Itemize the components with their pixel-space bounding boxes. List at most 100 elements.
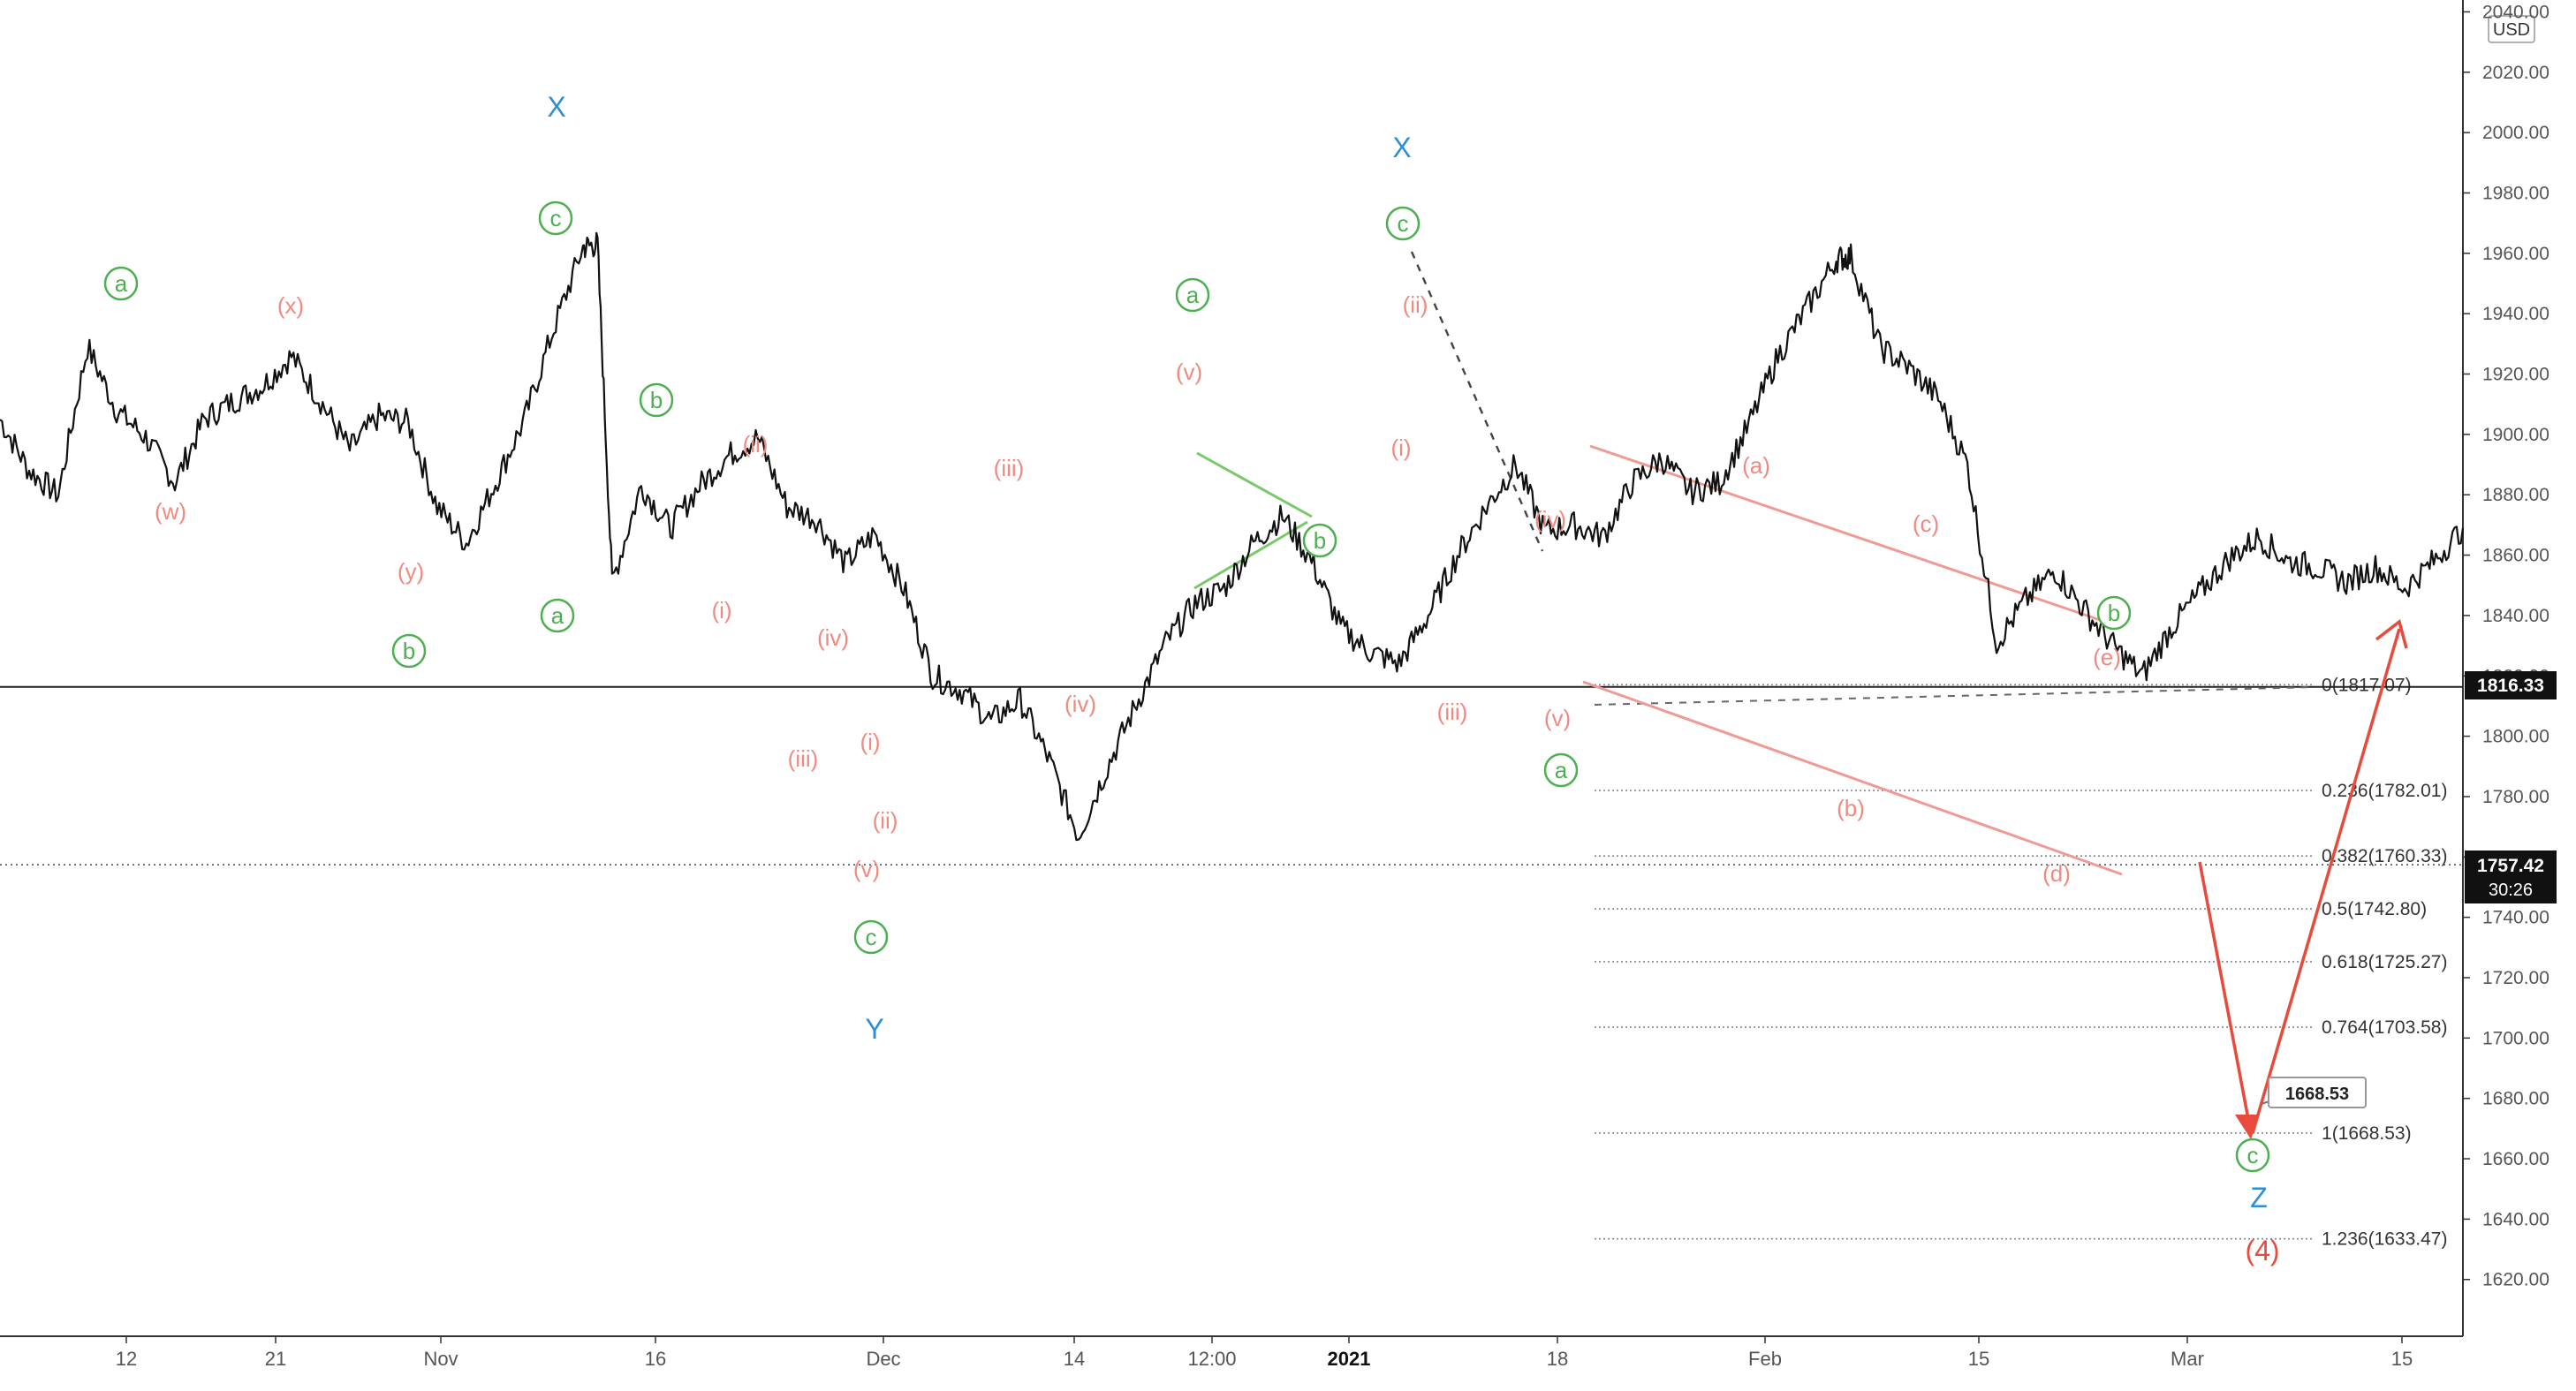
- wave-label-salmon: (i): [711, 597, 731, 624]
- wave-label-salmon: (iii): [994, 455, 1025, 481]
- wave-label-salmon: (v): [853, 856, 880, 882]
- triangle-upper-line: [1196, 451, 1313, 518]
- projection-arrows[interactable]: [2198, 619, 2408, 1139]
- wave-label-circled: a: [1175, 277, 1210, 313]
- triangle-lower-line: [1193, 520, 1308, 590]
- fib-retracement-levels[interactable]: 0(1817.07) 0.236(1782.01) 0.382(1760.33) 0.…: [1595, 675, 2447, 1250]
- arrowhead-up-icon: [2375, 619, 2408, 649]
- wave-label-circled: a: [1543, 752, 1579, 788]
- wave-label-letter: c: [550, 205, 562, 231]
- currency-label: USD: [2493, 20, 2530, 40]
- projection-down-arrow: [2198, 861, 2253, 1134]
- y-tick-label: 1960.00: [2482, 244, 2549, 264]
- dashed-base-line: [1594, 686, 2315, 706]
- price-series: [0, 231, 2465, 842]
- price-badges: 1816.33 1757.42 30:26: [2465, 671, 2557, 903]
- y-tick-label: 1840.00: [2482, 606, 2549, 626]
- wave-label-salmon: (a): [1742, 452, 1770, 479]
- y-tick-label: 1860.00: [2482, 546, 2549, 566]
- fib-level-label: 0(1817.07): [2322, 675, 2412, 695]
- y-tick-label: 1720.00: [2482, 968, 2549, 988]
- y-tick-label: 1920.00: [2482, 365, 2549, 385]
- x-tick-label: 14: [1064, 1348, 1085, 1370]
- x-tick-label: Dec: [866, 1348, 900, 1370]
- wave-label-circled: a: [540, 598, 575, 633]
- wave-label-salmon: (b): [1837, 795, 1865, 821]
- wave-label-salmon: (w): [155, 498, 186, 525]
- wave-label-letter: c: [2247, 1142, 2259, 1168]
- x-tick-label: 18: [1547, 1348, 1568, 1370]
- current-price-badge: [2465, 850, 2557, 903]
- y-tick-label: 1980.00: [2482, 183, 2549, 203]
- wave-label-salmon: (x): [277, 292, 304, 319]
- trendlines[interactable]: [1193, 251, 2315, 876]
- wave-label-salmon: (i): [860, 729, 880, 755]
- wave-label-salmon: (ii): [743, 431, 769, 457]
- target-callout[interactable]: 1668.53: [2261, 1077, 2367, 1108]
- y-tick-label: 2040.00: [2482, 2, 2549, 22]
- y-tick-label: 1620.00: [2482, 1270, 2549, 1290]
- y-tick-label: 1680.00: [2482, 1089, 2549, 1109]
- x-tick-label: Nov: [423, 1348, 458, 1370]
- fib-level-label: 0.5(1742.80): [2322, 899, 2427, 919]
- y-tick-label: 1780.00: [2482, 787, 2549, 807]
- wave-label-blue: X: [1392, 132, 1411, 163]
- wave-label-letter: a: [1186, 282, 1200, 308]
- channel-upper-line: [1589, 444, 2103, 623]
- x-tick-label: 15: [1968, 1348, 1989, 1370]
- wave-label-circled: b: [391, 633, 427, 669]
- wave-label-circled: b: [1302, 523, 1337, 558]
- wave-label-blue: X: [547, 91, 565, 123]
- y-tick-label: 1880.00: [2482, 485, 2549, 505]
- plot-frame: [0, 0, 2464, 1337]
- wave-label-letter: a: [551, 602, 564, 629]
- wave-label-letter: b: [403, 638, 415, 664]
- wave-label-circled: c: [538, 200, 573, 236]
- wave-label-letter: a: [1555, 757, 1568, 783]
- wave-label-salmon: (iv): [817, 624, 849, 651]
- wave-label-letter: b: [650, 387, 663, 413]
- x-tick-label: 2021: [1328, 1348, 1371, 1370]
- wave-label-salmon: (v): [1176, 359, 1202, 385]
- wave-labels[interactable]: X X Y Za b c a b c a b c a b c (w) (x) (y) (i) (ii) (iii) (iv…: [103, 91, 2280, 1266]
- y-tick-label: 2020.00: [2482, 63, 2549, 83]
- wave-label-circled: a: [103, 266, 139, 301]
- wave-label-circled: b: [639, 382, 674, 418]
- wave-label-salmon: (d): [2042, 860, 2071, 887]
- y-tick-label: 1940.00: [2482, 304, 2549, 324]
- hline-price-label: 1816.33: [2477, 676, 2544, 696]
- wave-label-salmon: (c): [1913, 510, 1939, 537]
- y-tick-label: 1800.00: [2482, 727, 2549, 747]
- y-tick-label: 1700.00: [2482, 1028, 2549, 1048]
- wave-label-blue: Y: [865, 1013, 883, 1045]
- projection-up-arrow: [2251, 628, 2401, 1134]
- wave-label-circled: c: [1385, 206, 1421, 241]
- wave-label-letter: a: [115, 270, 128, 297]
- y-tick-label: 2000.00: [2482, 123, 2549, 143]
- x-axis[interactable]: 12 21 Nov 16 Dec 14 12:00 2021 18 Feb 15 Mar 15: [116, 1336, 2413, 1370]
- wave-label-salmon: (e): [2093, 644, 2121, 670]
- wave-label-letter: b: [2108, 600, 2120, 626]
- wave-label-letter: c: [1398, 210, 1409, 237]
- wave-label-letter: b: [1314, 527, 1326, 554]
- currency-badge: USD: [2488, 15, 2535, 43]
- y-tick-label: 1740.00: [2482, 908, 2549, 928]
- current-price-label: 1757.42: [2477, 856, 2544, 876]
- wave-label-salmon: (iv): [1064, 691, 1096, 717]
- arrowhead-down-icon: [2235, 1115, 2260, 1139]
- wave-label-red: (4): [2245, 1235, 2279, 1266]
- x-tick-label: 12: [116, 1348, 137, 1370]
- wave-label-salmon: (ii): [873, 807, 898, 834]
- x-tick-label: Feb: [1748, 1348, 1782, 1370]
- x-tick-label: Mar: [2171, 1348, 2204, 1370]
- x-tick-label: 15: [2391, 1348, 2413, 1370]
- wave-label-salmon: (y): [398, 558, 424, 585]
- fib-level-label: 1.236(1633.47): [2322, 1229, 2447, 1250]
- fib-level-label: 0.764(1703.58): [2322, 1017, 2447, 1038]
- wave-label-letter: c: [866, 924, 877, 950]
- wave-label-salmon: (v): [1544, 705, 1571, 731]
- wave-label-salmon: (iii): [1437, 699, 1468, 725]
